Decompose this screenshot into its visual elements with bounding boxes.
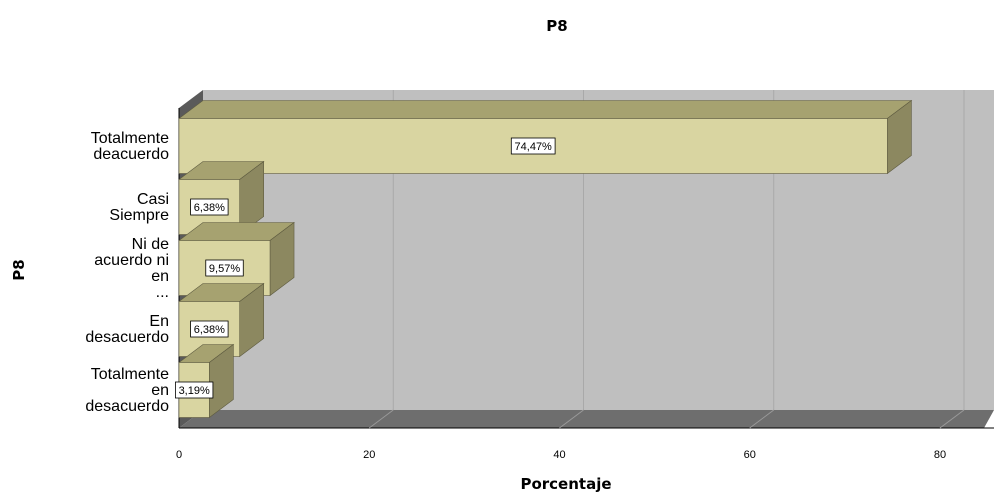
category-label: En desacuerdo (85, 313, 169, 346)
x-tick-label: 20 (363, 449, 375, 461)
category-label-line: en (151, 268, 169, 285)
floor (179, 410, 994, 428)
data-label-text: 6,38% (194, 202, 225, 214)
data-label: 3,19% (175, 381, 214, 399)
data-label-box (190, 320, 229, 338)
data-label-text: 74,47% (515, 141, 553, 153)
category-label-line: Casi (137, 191, 169, 208)
floor-grid-line (939, 409, 965, 429)
category-label-line: en (151, 382, 169, 399)
x-tick-label: 80 (934, 449, 946, 461)
category-label: Casi Siempre (109, 191, 169, 224)
data-labels: 74,47% 6,38% 9,57% 6,38% 3,19% (175, 137, 556, 399)
data-label: 6,38% (190, 320, 229, 338)
x-axis-title: Porcentaje (520, 475, 611, 493)
x-tick-label: 40 (553, 449, 565, 461)
x-tick-label: 60 (744, 449, 756, 461)
floor-grid-line (749, 409, 775, 429)
category-label-line: ... (156, 284, 169, 301)
category-label: Ni de acuerdo ni en... (94, 236, 169, 301)
data-label-box (205, 259, 244, 277)
bar (178, 160, 265, 236)
category-label-line: Totalmente (91, 366, 169, 383)
category-label-line: En (149, 313, 169, 330)
x-tick-label: 0 (176, 449, 182, 461)
floor-grid-line (559, 409, 584, 429)
category-label-line: Ni de (132, 236, 169, 253)
category-label: Totalmente en desacuerdo (85, 366, 169, 415)
x-tick-labels: 0 20 40 60 80 (176, 449, 946, 461)
chart-title: P8 (546, 17, 567, 35)
category-label: Totalmente deacuerdo (91, 130, 169, 163)
category-label-line: Siempre (109, 207, 169, 224)
data-label: 74,47% (510, 137, 556, 155)
data-label-text: 6,38% (194, 324, 225, 336)
category-label-line: Totalmente (91, 130, 169, 147)
data-label: 9,57% (205, 259, 244, 277)
data-label-text: 9,57% (209, 263, 240, 275)
category-label-line: acuerdo ni (94, 252, 169, 269)
data-label-box (190, 198, 229, 216)
data-label-box (510, 137, 556, 155)
y-axis-title: P8 (10, 259, 28, 280)
category-label-line: desacuerdo (85, 398, 169, 415)
data-label-box (175, 381, 214, 399)
bar-top-face (178, 100, 913, 119)
bar (178, 99, 913, 175)
category-label-line: desacuerdo (85, 329, 169, 346)
data-label-text: 3,19% (179, 385, 210, 397)
floor-grid-line (368, 409, 394, 429)
category-label-line: deacuerdo (93, 146, 169, 163)
data-label: 6,38% (190, 198, 229, 216)
